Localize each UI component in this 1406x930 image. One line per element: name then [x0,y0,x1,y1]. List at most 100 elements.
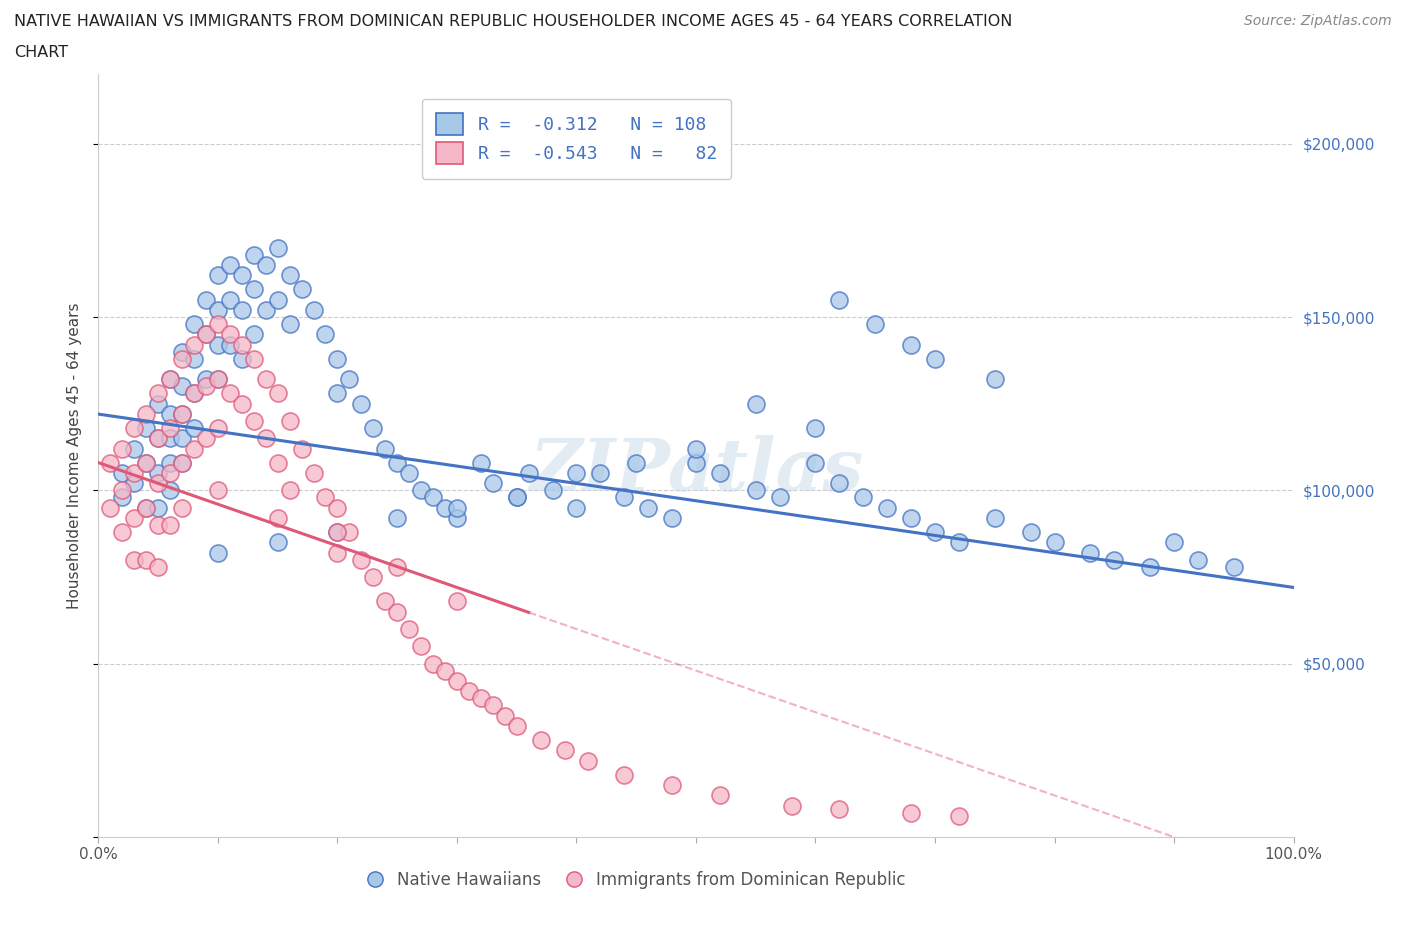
Point [207,268,229,283]
Point [231,302,253,317]
Point [506,490,529,505]
Point [828,476,851,491]
Point [565,466,588,481]
Point [385,559,409,574]
Point [948,535,970,550]
Point [159,372,181,387]
Point [231,396,253,411]
Point [183,386,205,401]
Point [172,431,194,445]
Point [494,709,516,724]
Text: Source: ZipAtlas.com: Source: ZipAtlas.com [1244,14,1392,28]
Point [326,500,349,515]
Point [828,292,851,307]
Point [326,352,349,366]
Point [541,483,564,498]
Point [267,511,290,525]
Point [219,258,242,272]
Point [398,621,420,636]
Point [326,525,349,539]
Point [195,327,218,342]
Point [124,552,146,567]
Point [172,379,194,393]
Point [207,372,229,387]
Point [900,511,922,525]
Point [159,406,181,421]
Point [984,511,1007,525]
Point [183,442,205,457]
Point [446,500,468,515]
Point [637,500,659,515]
Point [231,352,253,366]
Point [183,386,205,401]
Point [434,500,457,515]
Point [924,525,946,539]
Point [148,518,170,533]
Point [124,511,146,525]
Point [411,483,433,498]
Point [481,476,505,491]
Point [172,352,194,366]
Point [506,490,529,505]
Point [267,455,290,470]
Point [135,455,157,470]
Point [900,805,922,820]
Point [207,545,229,560]
Point [159,372,181,387]
Point [565,500,588,515]
Point [195,327,218,342]
Point [315,490,337,505]
Point [124,420,146,435]
Point [172,344,194,359]
Point [243,414,266,429]
Point [159,518,181,533]
Point [828,802,851,817]
Point [613,490,636,505]
Point [578,753,600,768]
Point [411,639,433,654]
Point [745,396,768,411]
Point [374,442,396,457]
Point [278,268,301,283]
Point [745,483,768,498]
Point [1223,559,1246,574]
Point [291,442,314,457]
Point [195,292,218,307]
Point [661,511,683,525]
Point [613,767,636,782]
Point [98,455,122,470]
Point [172,455,194,470]
Point [159,483,181,498]
Point [207,420,229,435]
Point [685,442,707,457]
Point [924,352,946,366]
Point [804,420,827,435]
Point [124,442,146,457]
Point [243,327,266,342]
Point [159,431,181,445]
Point [339,372,361,387]
Point [315,327,337,342]
Point [111,466,134,481]
Point [339,525,361,539]
Point [159,455,181,470]
Point [1043,535,1066,550]
Point [159,466,181,481]
Point [148,396,170,411]
Point [626,455,648,470]
Point [183,352,205,366]
Point [207,302,229,317]
Point [446,673,468,688]
Point [398,466,420,481]
Point [98,500,122,515]
Point [254,258,277,272]
Point [135,500,157,515]
Point [148,386,170,401]
Point [243,352,266,366]
Point [1187,552,1209,567]
Point [422,490,444,505]
Point [302,302,325,317]
Point [661,777,683,792]
Point [530,733,553,748]
Point [207,483,229,498]
